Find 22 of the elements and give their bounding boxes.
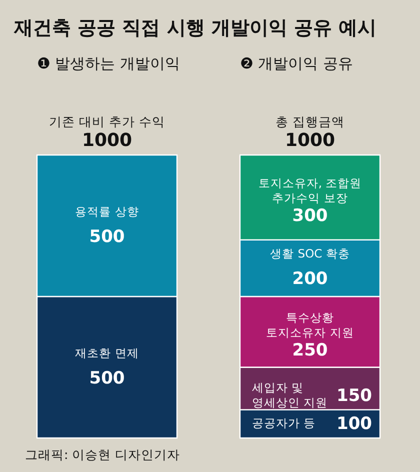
series-label: 생활 SOC 확충 [270,246,350,261]
annotation: 총 집행금액 [276,114,344,129]
series-label: 재초환 면제 [75,346,139,360]
data-label: 200 [292,269,328,290]
x-tick-label: ❶ 발생하는 개발이익 [37,54,180,72]
total-label: 1000 [284,130,336,151]
data-label: 300 [292,206,328,226]
total-label: 1000 [82,130,132,151]
data-label: 250 [292,340,328,360]
annotation: 기존 대비 추가 수익 [49,114,165,129]
series-label: 공공자가 등 [252,416,316,430]
data-label: 500 [89,226,125,247]
data-label: 150 [336,386,372,406]
series-label: 용적률 상향 [75,204,139,218]
x-tick-label: ❷ 개발이익 공유 [240,54,353,72]
data-label: 100 [336,414,372,434]
series-label: 특수상황 토지소유자 지원 [266,310,354,340]
series-label: 세입자 및 영세상인 지원 [252,380,328,410]
chart-title: 재건축 공공 직접 시행 개발이익 공유 예시 [13,17,377,39]
data-label: 500 [89,368,125,388]
series-label: 토지소유자, 조합원 추가수익 보장 [258,176,362,205]
text: 그래픽: 이승현 디자인기자 [25,447,180,462]
